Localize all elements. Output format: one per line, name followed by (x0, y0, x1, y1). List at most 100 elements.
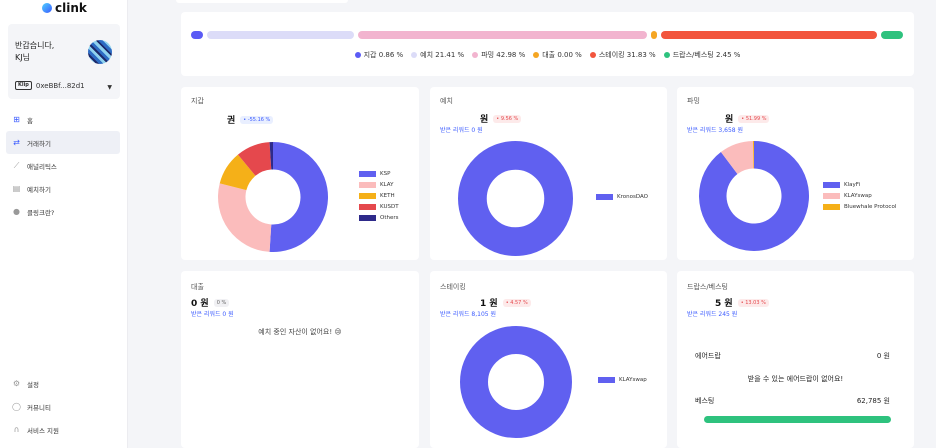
chat-icon: ◯ (12, 402, 21, 411)
amount-row: 5 원 • 13.03 % (687, 296, 769, 309)
greeting-line1: 반갑습니다, (15, 41, 55, 50)
donut-slice-kronosdao[interactable] (458, 141, 573, 256)
farming-donut-chart (699, 141, 809, 251)
grid-icon: ⊞ (13, 115, 20, 124)
amount: 0 원 (191, 299, 209, 309)
legend-swatch (359, 203, 376, 210)
legend-label: 대출 0.00 % (542, 51, 582, 59)
legend-label: KlayFi (844, 181, 861, 188)
nav-item-support[interactable]: ∩ 서비스 지원 (6, 418, 120, 441)
donut-slice-klayswap[interactable] (460, 326, 572, 438)
farming-panel: 파밍 원 • 51.99 % 받은 리워드 3,658 원 KlayFi KLAY… (677, 87, 914, 260)
reward-text: 받은 리워드 8,105 원 (440, 311, 497, 318)
nav-item-trade[interactable]: ⇄ 거래하기 (6, 131, 120, 154)
donut-slice-klayswap[interactable] (720, 141, 754, 175)
nav-item-about[interactable]: ● 클링크란? (6, 200, 120, 223)
legend-dot (589, 52, 596, 58)
amount-row: 0 원 0 % (191, 296, 230, 309)
chevron-down-icon[interactable]: ▼ (107, 84, 112, 91)
allocation-segment (191, 31, 203, 39)
logo[interactable]: clink (42, 0, 87, 16)
nav-label: 애널리틱스 (27, 162, 57, 171)
legend-label: Bluewhale Protocol (844, 203, 897, 210)
farming-chart-legend: KlayFi KLAYswap Bluewhale Protocol (823, 179, 896, 212)
vesting-progress-bar (704, 416, 891, 423)
chart-legend-item: KLAYswap (598, 374, 647, 385)
allocation-bar (191, 31, 903, 39)
legend-dot (411, 52, 418, 58)
greeting-line2: KJ님 (15, 53, 30, 62)
info-icon: ● (13, 207, 20, 216)
amount: 원 (480, 115, 489, 125)
nav-item-analytics[interactable]: ⟋ 애널리틱스 (6, 154, 120, 177)
panel-title: 드랍스/베스팅 (687, 283, 728, 291)
wallet-chart-legend: KSP KLAY KETH KUSDT Others (359, 168, 399, 223)
wallet-selector[interactable]: Klip 0xeBBf...82d1 (15, 81, 85, 90)
donut-slice-ksp[interactable] (269, 142, 328, 252)
legend-label: KronosDAO (617, 193, 648, 200)
reward-text: 받은 리워드 0 원 (191, 311, 234, 318)
chart-legend-item: KLAYswap (823, 190, 896, 201)
sidebar: clink 반갑습니다, KJ님 Klip 0xeBBf...82d1 ▼ ⊞ … (0, 0, 128, 448)
chart-legend-item: KronosDAO (596, 191, 648, 202)
change-badge: • 51.99 % (738, 114, 770, 123)
legend-item: 파밍 42.98 % (472, 50, 525, 60)
nav-label: 거래하기 (27, 139, 51, 148)
legend-dot (663, 52, 670, 58)
chart-legend-item: KSP (359, 168, 399, 179)
legend-label: 파밍 42.98 % (481, 51, 526, 59)
chart-legend-item: Bluewhale Protocol (823, 201, 896, 212)
amount-row: 권 • -55.16 % (191, 113, 274, 126)
legend-label: KUSDT (380, 203, 399, 210)
staking-donut-chart (460, 326, 572, 438)
logo-icon (42, 3, 52, 13)
nav-item-settings[interactable]: ⚙ 설정 (6, 372, 120, 395)
allocation-segment (206, 31, 354, 39)
logo-text: clink (55, 1, 87, 15)
amount: 5 원 (715, 299, 733, 309)
chart-legend-item: KETH (359, 190, 399, 201)
donut-slice-klay[interactable] (218, 183, 272, 252)
nav-item-home[interactable]: ⊞ 홈 (6, 108, 120, 131)
legend-swatch (823, 192, 840, 199)
amount-row: 원 • 51.99 % (687, 112, 770, 125)
legend-swatch (823, 203, 840, 210)
change-badge: 0 % (213, 298, 230, 307)
legend-label: 예치 21.41 % (420, 51, 465, 59)
change-badge: • -55.16 % (240, 115, 274, 124)
deposit-icon: ▤ (12, 184, 21, 193)
deposit-donut-chart (458, 141, 573, 256)
greeting: 반갑습니다, KJ님 (15, 40, 54, 64)
legend-item: 드랍스/베스팅 2.45 % (663, 50, 740, 60)
legend-label: 지갑 0.86 % (363, 51, 404, 59)
legend-label: KLAYswap (844, 192, 872, 199)
reward-text: 받은 리워드 3,658 원 (687, 127, 744, 134)
donut-slice-klayfi[interactable] (699, 141, 809, 251)
legend-label: KLAYswap (619, 376, 647, 383)
chart-legend-item: KlayFi (823, 179, 896, 190)
legend-label: KETH (380, 192, 395, 199)
change-badge: • 13.03 % (737, 298, 769, 307)
deposit-chart-legend: KronosDAO (596, 191, 648, 202)
legend-swatch (359, 181, 376, 188)
nav-item-deposit[interactable]: ▤ 예치하기 (6, 177, 120, 200)
headset-icon: ∩ (13, 425, 20, 434)
chart-legend-item: KUSDT (359, 201, 399, 212)
vesting-value: 62,785 원 (856, 397, 890, 405)
airdrop-value: 0 원 (876, 352, 890, 360)
legend-swatch (359, 192, 376, 199)
gear-icon: ⚙ (12, 379, 21, 388)
vesting-row: 베스팅 62,785 원 (695, 396, 890, 406)
allocation-segment (661, 31, 877, 39)
legend-label: 스테이킹 31.83 % (598, 51, 656, 59)
legend-item: 스테이킹 31.83 % (589, 50, 656, 60)
amount-row: 1 원 • 4.57 % (440, 296, 531, 309)
donut-slice-bluewhale-protocol[interactable] (752, 141, 754, 169)
donut-slice-keth[interactable] (219, 154, 256, 191)
donut-slice-kusdt[interactable] (237, 142, 272, 176)
donut-slice-others[interactable] (269, 142, 273, 170)
nav-item-community[interactable]: ◯ 커뮤니티 (6, 395, 120, 418)
legend-dot (533, 52, 540, 58)
allocation-segment (880, 31, 903, 39)
wallet-donut-chart (218, 142, 328, 252)
